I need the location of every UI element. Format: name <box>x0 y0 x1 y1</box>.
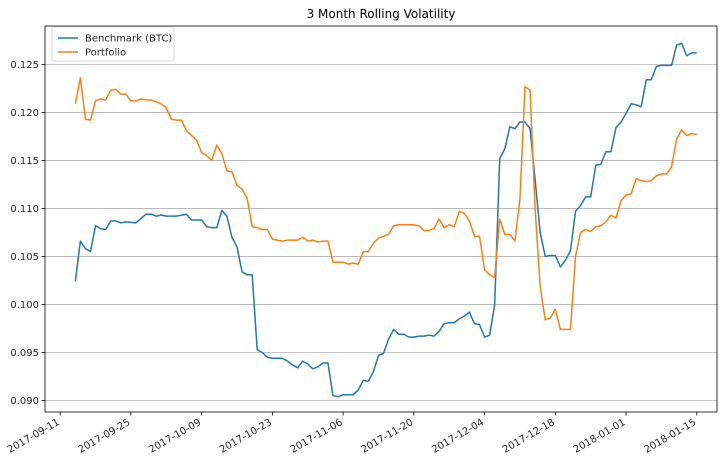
x-tick-label: 2017-12-04 <box>430 417 486 456</box>
legend-box <box>51 26 175 62</box>
y-tick-label: 0.110 <box>10 204 39 215</box>
y-tick-label: 0.115 <box>10 156 39 167</box>
y-tick-label: 0.100 <box>10 300 39 311</box>
grid-lines <box>45 64 717 401</box>
x-tick-label: 2017-11-06 <box>289 417 345 456</box>
y-tick-label: 0.090 <box>10 396 39 407</box>
x-tick-label: 2017-10-23 <box>218 417 274 456</box>
y-tick-label: 0.120 <box>10 108 39 119</box>
x-tick-label: 2018-01-01 <box>572 417 628 456</box>
y-tick-label: 0.125 <box>10 60 39 71</box>
plot-frame <box>44 25 718 413</box>
series-line-benchmark <box>74 42 697 398</box>
x-tick-label: 2017-09-25 <box>77 417 133 456</box>
x-tick-label: 2017-12-18 <box>501 417 557 456</box>
x-axis: 2017-09-11 2017-09-25 2017-10-09 2017-10-23… <box>6 412 698 456</box>
x-tick-label: 2017-09-11 <box>6 417 62 456</box>
x-tick-label: 2017-11-20 <box>360 417 416 456</box>
series-line-portfolio <box>74 77 697 331</box>
legend: Benchmark (BTC) Portfolio <box>51 26 175 62</box>
y-axis: 0.090 0.095 0.100 0.105 0.110 0.115 0.120 0.125 <box>10 60 45 407</box>
legend-label-portfolio: Portfolio <box>85 48 126 59</box>
series-layer <box>74 42 697 398</box>
legend-label-benchmark: Benchmark (BTC) <box>85 34 172 45</box>
x-tick-label: 2018-01-15 <box>642 417 698 456</box>
y-tick-label: 0.095 <box>10 348 39 359</box>
chart-title: 3 Month Rolling Volatility <box>307 7 456 21</box>
y-tick-label: 0.105 <box>10 252 39 263</box>
x-tick-label: 2017-10-09 <box>147 417 203 456</box>
